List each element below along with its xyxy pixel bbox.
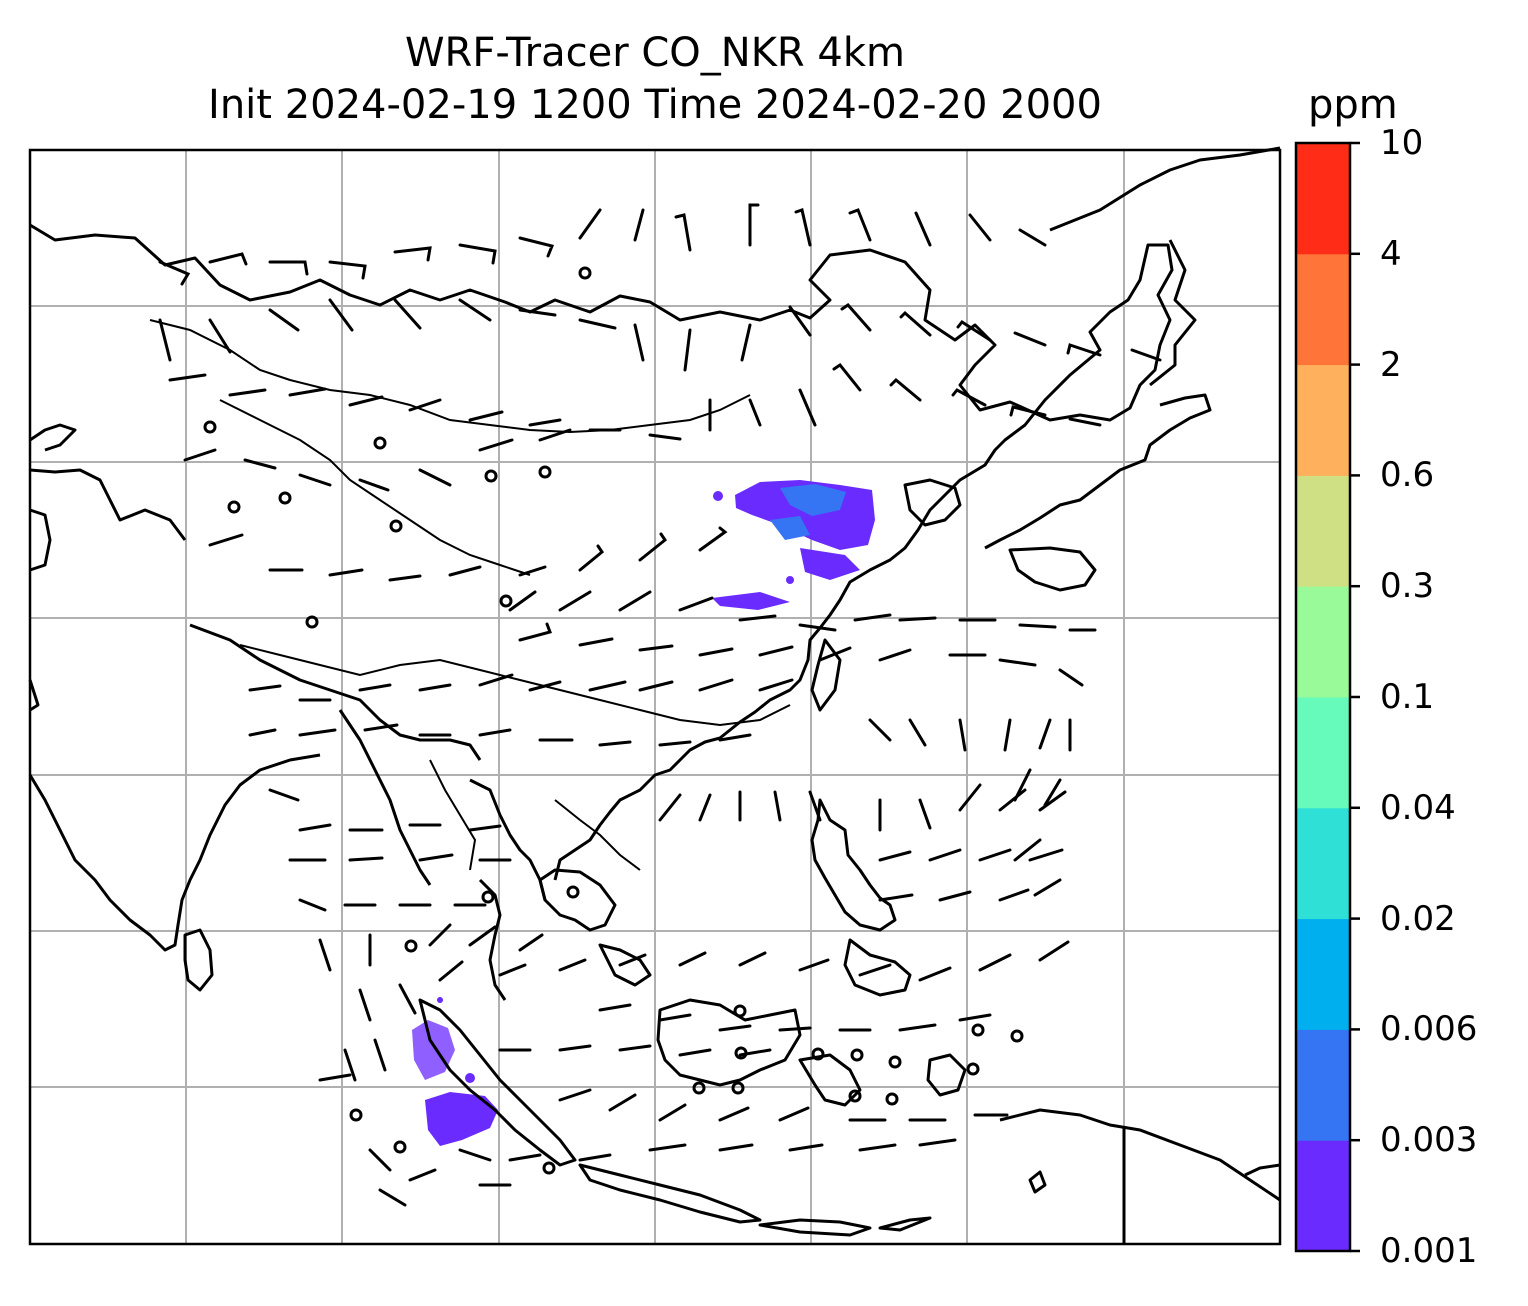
colorbar-segment xyxy=(1296,1029,1350,1141)
colorbar-segment xyxy=(1296,143,1350,255)
colorbar-tick-label: 0.3 xyxy=(1380,566,1435,607)
colorbar-tick-label: 4 xyxy=(1380,233,1402,274)
colorbar xyxy=(1294,141,1360,1253)
colorbar-segment xyxy=(1296,475,1350,587)
colorbar-tick-label: 0.6 xyxy=(1380,455,1435,496)
tracer-plume-north-china xyxy=(712,480,875,610)
chart-title-line2: Init 2024-02-19 1200 Time 2024-02-20 200… xyxy=(208,82,1102,128)
colorbar-tick-label: 0.003 xyxy=(1380,1120,1478,1161)
country-borders xyxy=(149,319,791,871)
calm-circles xyxy=(203,266,1024,1175)
colorbar-segment xyxy=(1296,697,1350,809)
colorbar-segment xyxy=(1296,1140,1350,1252)
map-frame xyxy=(28,148,1282,1246)
colorbar-segment xyxy=(1296,253,1350,366)
colorbar-segment xyxy=(1296,807,1350,920)
colorbar-segment xyxy=(1296,586,1350,698)
colorbar-tick-label: 0.1 xyxy=(1380,677,1435,717)
colorbar-tick-label: 2 xyxy=(1380,344,1402,385)
colorbar-tick-label: 0.001 xyxy=(1380,1231,1478,1271)
colorbar-tick-label: 0.02 xyxy=(1380,898,1456,939)
colorbar-unit-label: ppm xyxy=(1308,82,1398,128)
colorbar-tick-label: 0.04 xyxy=(1380,787,1456,828)
chart-title-line1: WRF-Tracer CO_NKR 4km xyxy=(404,30,906,76)
colorbar-tick-label: 0.006 xyxy=(1380,1009,1478,1050)
wind-barbs xyxy=(158,203,1162,1207)
colorbar-tick-label: 10 xyxy=(1380,123,1424,163)
colorbar-segment xyxy=(1296,918,1350,1030)
map-panel xyxy=(28,146,1282,1246)
colorbar-segment xyxy=(1296,364,1350,476)
tracer-plume-sumatra xyxy=(412,997,498,1146)
